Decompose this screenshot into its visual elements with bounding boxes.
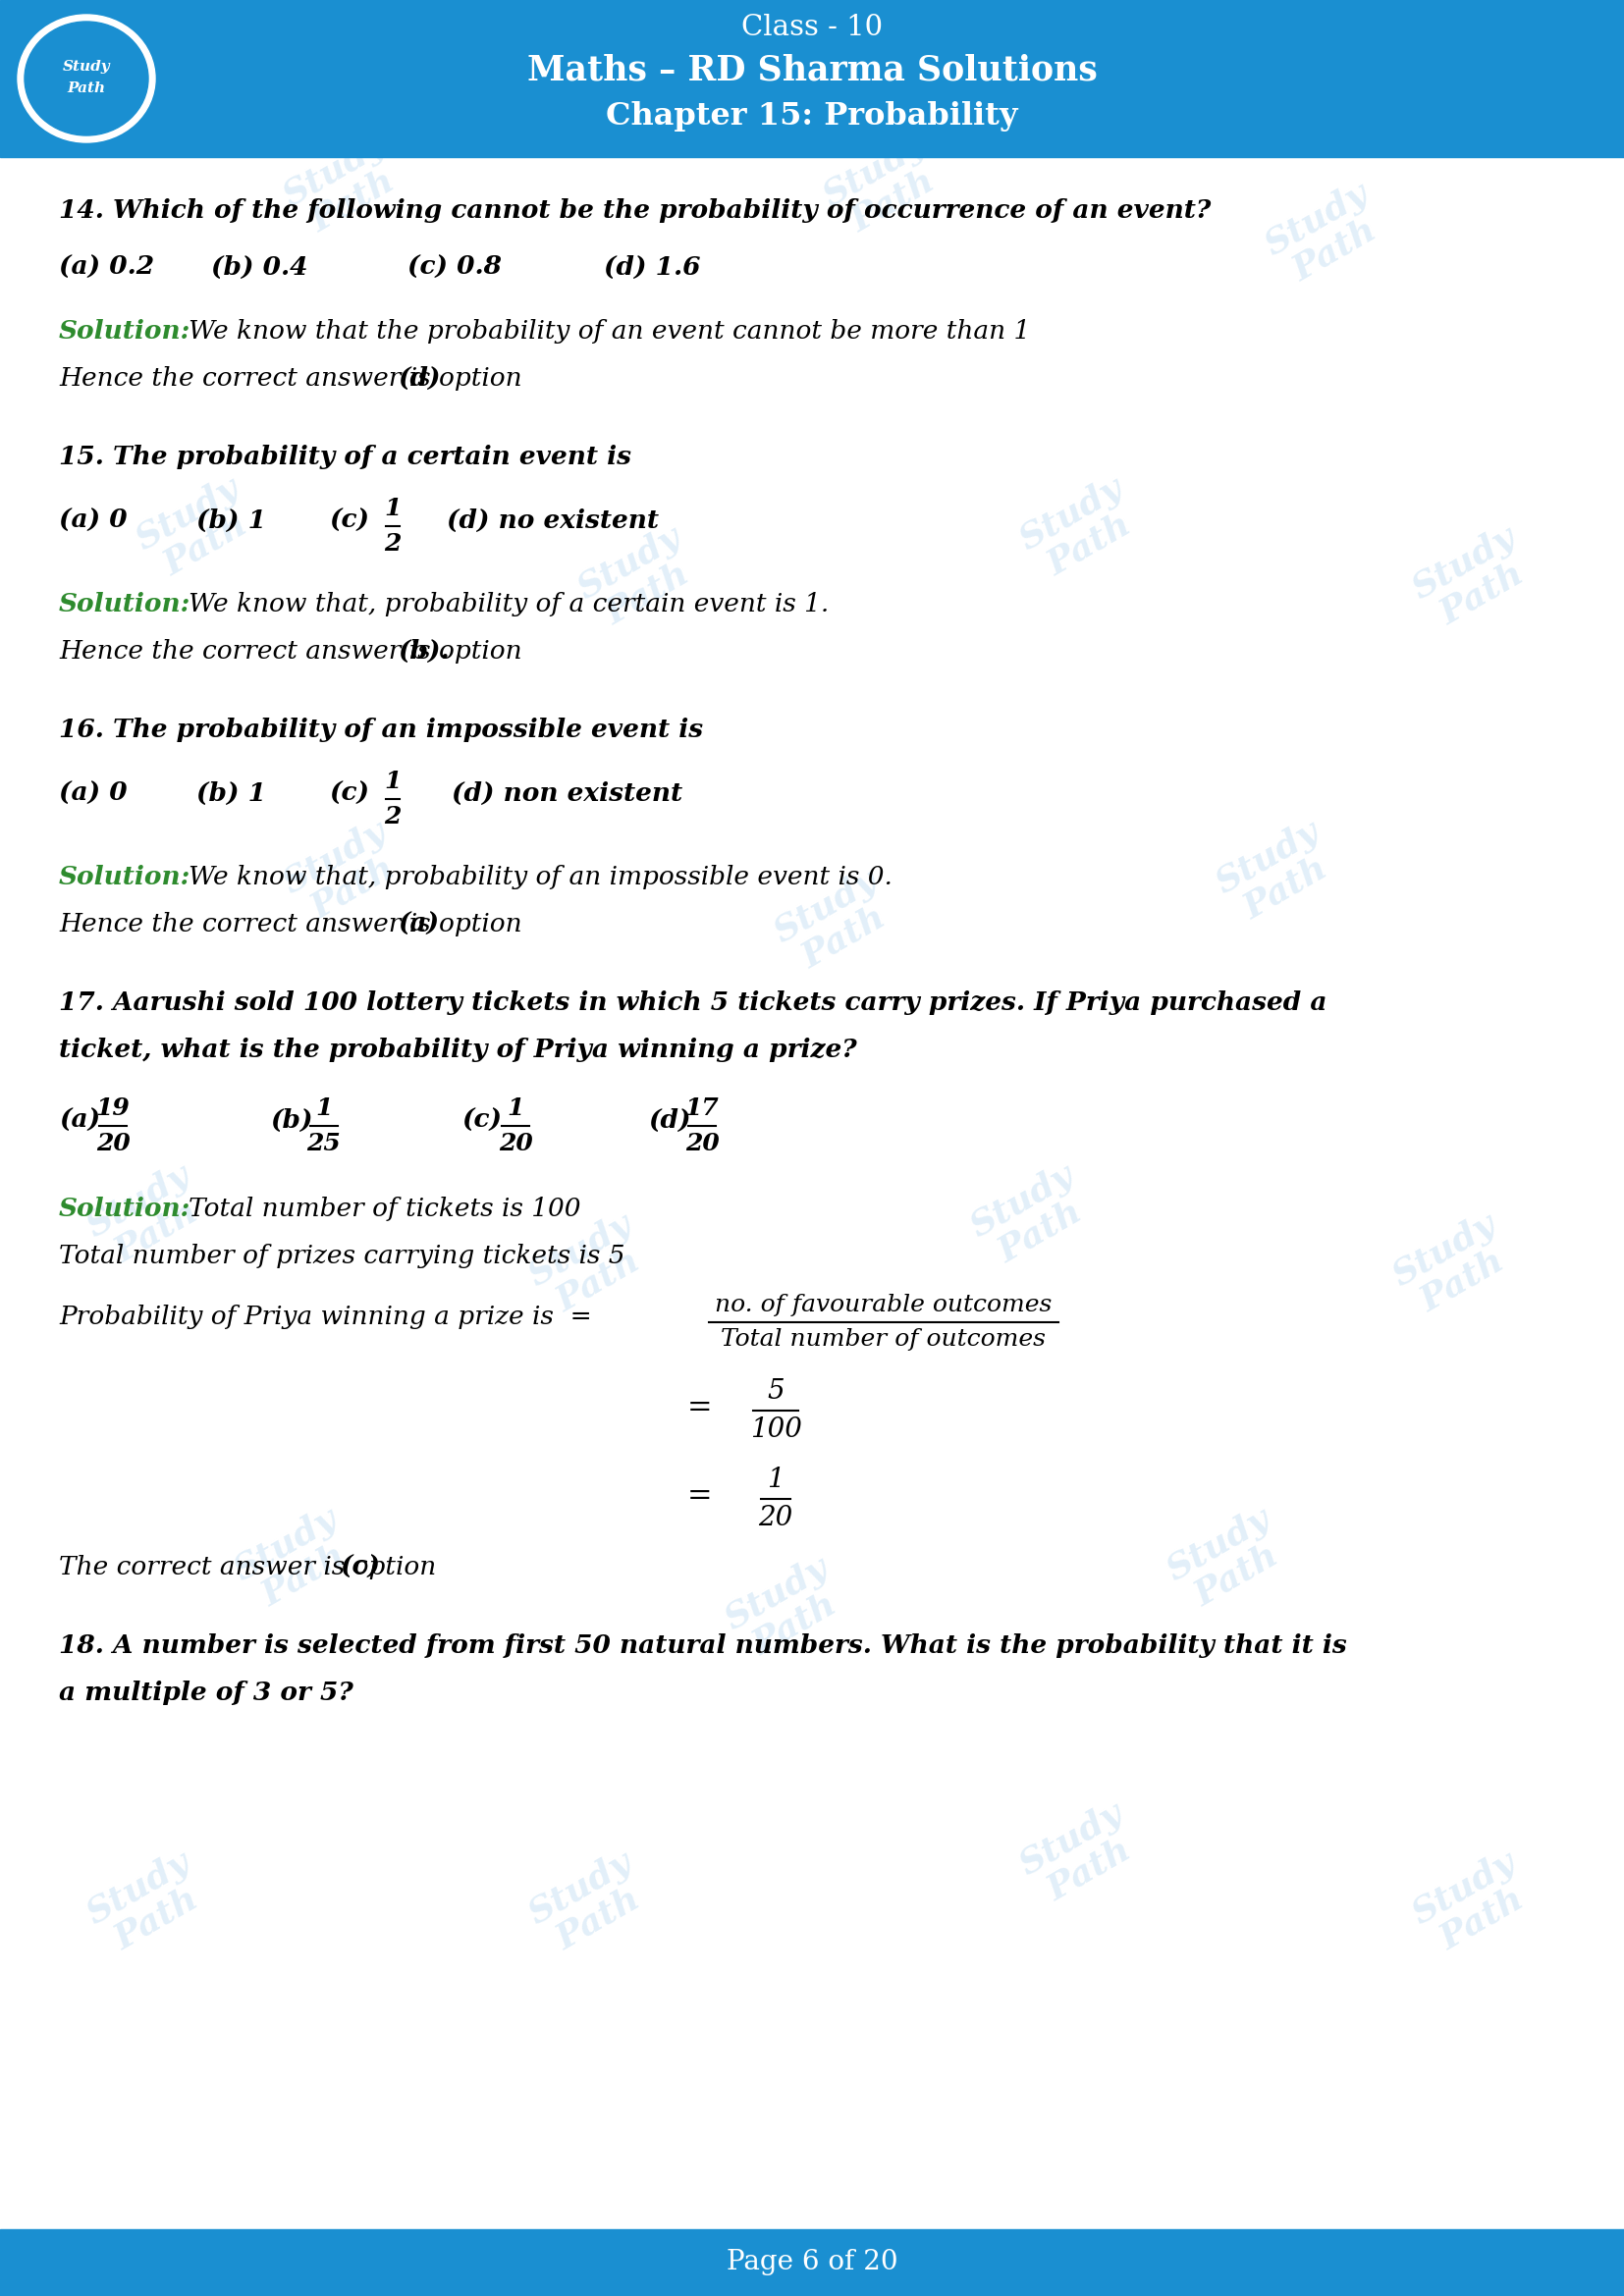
Text: 17. Aarushi sold 100 lottery tickets in which 5 tickets carry prizes. If Priya p: 17. Aarushi sold 100 lottery tickets in … — [58, 990, 1327, 1015]
Text: Chapter 15: Probability: Chapter 15: Probability — [606, 101, 1018, 131]
Text: (a): (a) — [58, 1109, 101, 1132]
Text: Solution:: Solution: — [58, 866, 192, 889]
Text: 1: 1 — [507, 1097, 525, 1120]
Text: (a) 0: (a) 0 — [58, 781, 127, 806]
Text: (c): (c) — [341, 1554, 380, 1580]
Text: 1: 1 — [385, 496, 401, 521]
Text: The correct answer is option: The correct answer is option — [58, 1554, 445, 1580]
Ellipse shape — [24, 21, 148, 135]
Text: 15. The probability of a certain event is: 15. The probability of a certain event i… — [58, 445, 632, 468]
Text: Total number of prizes carrying tickets is 5: Total number of prizes carrying tickets … — [58, 1244, 625, 1267]
Text: Study
Path: Study Path — [572, 519, 705, 636]
Text: 20: 20 — [758, 1504, 793, 1531]
Text: Study
Path: Study Path — [523, 1844, 656, 1961]
Text: 1: 1 — [315, 1097, 333, 1120]
Text: a multiple of 3 or 5?: a multiple of 3 or 5? — [58, 1681, 354, 1706]
Text: (d) 1.6: (d) 1.6 — [604, 255, 700, 280]
Text: (c): (c) — [461, 1109, 502, 1132]
Text: Maths – RD Sharma Solutions: Maths – RD Sharma Solutions — [526, 55, 1098, 87]
Text: 1: 1 — [767, 1467, 784, 1492]
Text: Study
Path: Study Path — [1259, 177, 1392, 294]
Text: 5: 5 — [767, 1378, 784, 1405]
Text: Hence the correct answer is option: Hence the correct answer is option — [58, 365, 529, 390]
Text: (b).: (b). — [398, 638, 450, 664]
Text: 19: 19 — [96, 1097, 130, 1120]
Text: We know that, probability of a certain event is 1.: We know that, probability of a certain e… — [188, 592, 828, 615]
Text: Study
Path: Study Path — [81, 1844, 214, 1961]
Text: 14. Which of the following cannot be the probability of occurrence of an event?: 14. Which of the following cannot be the… — [58, 197, 1212, 223]
Text: Study: Study — [63, 60, 110, 73]
Text: Study
Path: Study Path — [1406, 1844, 1540, 1961]
Text: Total number of tickets is 100: Total number of tickets is 100 — [188, 1196, 581, 1221]
Text: 18. A number is selected from first 50 natural numbers. What is the probability : 18. A number is selected from first 50 n… — [58, 1632, 1346, 1658]
Text: 20: 20 — [685, 1132, 719, 1155]
Text: Study
Path: Study Path — [1013, 1795, 1147, 1913]
Text: Solution:: Solution: — [58, 592, 192, 615]
Text: =: = — [687, 1481, 713, 1511]
Text: ticket, what is the probability of Priya winning a prize?: ticket, what is the probability of Priya… — [58, 1038, 857, 1063]
Text: Study
Path: Study Path — [227, 1502, 361, 1619]
Text: 1: 1 — [385, 769, 401, 792]
Text: Study
Path: Study Path — [1210, 815, 1343, 932]
Text: Study
Path: Study Path — [965, 1157, 1098, 1274]
Text: Study
Path: Study Path — [817, 126, 950, 243]
Text: Total number of outcomes: Total number of outcomes — [721, 1327, 1046, 1350]
Text: (a): (a) — [398, 912, 440, 937]
Text: 2: 2 — [385, 806, 401, 829]
Text: Study
Path: Study Path — [1013, 471, 1147, 588]
Text: Study
Path: Study Path — [81, 1157, 214, 1274]
Ellipse shape — [18, 14, 156, 142]
Text: (b): (b) — [270, 1109, 313, 1132]
Text: 100: 100 — [750, 1417, 802, 1442]
Text: (b) 0.4: (b) 0.4 — [211, 255, 309, 280]
Text: no. of favourable outcomes: no. of favourable outcomes — [715, 1293, 1052, 1316]
Text: (c): (c) — [330, 507, 369, 533]
Text: (a) 0.2: (a) 0.2 — [58, 255, 154, 280]
Text: Hence the correct answer is option: Hence the correct answer is option — [58, 912, 529, 937]
Text: Study
Path: Study Path — [278, 815, 411, 932]
Text: (d) no existent: (d) no existent — [447, 507, 659, 533]
Text: Study
Path: Study Path — [719, 1550, 853, 1667]
Text: 17: 17 — [685, 1097, 719, 1120]
Text: (b) 1: (b) 1 — [197, 507, 266, 533]
Text: 20: 20 — [96, 1132, 130, 1155]
Text: 25: 25 — [307, 1132, 341, 1155]
Text: Study
Path: Study Path — [278, 126, 411, 243]
Text: Probability of Priya winning a prize is  =: Probability of Priya winning a prize is … — [58, 1304, 591, 1329]
Text: (b) 1: (b) 1 — [197, 781, 266, 806]
Text: 16. The probability of an impossible event is: 16. The probability of an impossible eve… — [58, 719, 703, 742]
Text: Study
Path: Study Path — [1387, 1208, 1520, 1325]
Text: Study
Path: Study Path — [130, 471, 263, 588]
Text: (d): (d) — [398, 365, 442, 390]
Text: Hence the correct answer is option: Hence the correct answer is option — [58, 638, 529, 664]
Text: Study
Path: Study Path — [768, 863, 901, 980]
Text: (c) 0.8: (c) 0.8 — [408, 255, 502, 280]
Text: =: = — [687, 1394, 713, 1424]
Text: Solution:: Solution: — [58, 319, 192, 344]
Text: We know that the probability of an event cannot be more than 1: We know that the probability of an event… — [188, 319, 1030, 344]
Text: Class - 10: Class - 10 — [741, 14, 883, 41]
Bar — [0, 2229, 1624, 2296]
Text: (d) non existent: (d) non existent — [451, 781, 682, 806]
Bar — [0, 0, 1624, 156]
Text: (d): (d) — [648, 1109, 690, 1132]
Text: Path: Path — [67, 80, 106, 94]
Text: (c): (c) — [330, 781, 369, 806]
Text: (a) 0: (a) 0 — [58, 507, 127, 533]
Text: We know that, probability of an impossible event is 0.: We know that, probability of an impossib… — [188, 866, 893, 889]
Text: Study
Path: Study Path — [1161, 1502, 1294, 1619]
Text: Study
Path: Study Path — [1406, 519, 1540, 636]
Text: Solution:: Solution: — [58, 1196, 192, 1221]
Text: 2: 2 — [385, 533, 401, 556]
Text: Page 6 of 20: Page 6 of 20 — [726, 2250, 898, 2275]
Text: Study
Path: Study Path — [523, 1208, 656, 1325]
Text: 20: 20 — [499, 1132, 533, 1155]
